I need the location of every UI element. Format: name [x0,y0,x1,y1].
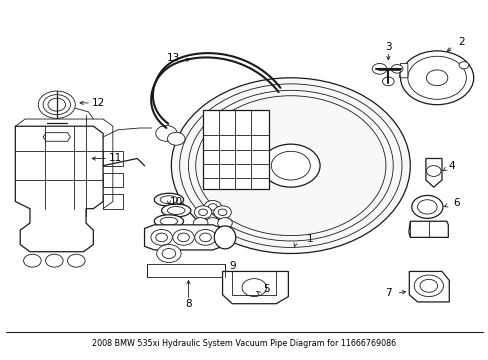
Circle shape [172,229,194,245]
Polygon shape [399,63,407,78]
Circle shape [151,229,172,245]
Ellipse shape [154,193,183,206]
Text: 8: 8 [185,299,191,309]
Circle shape [426,166,440,176]
Circle shape [45,254,63,267]
Ellipse shape [161,204,190,217]
Circle shape [413,275,443,297]
Circle shape [199,233,211,242]
Circle shape [203,201,221,213]
Circle shape [242,279,266,297]
Ellipse shape [160,217,177,225]
Circle shape [271,151,310,180]
Ellipse shape [154,215,183,228]
Circle shape [167,132,184,145]
Circle shape [195,96,385,235]
Circle shape [400,51,473,105]
Circle shape [371,63,386,74]
Text: 2008 BMW 535xi Hydraulic System Vacuum Pipe Diagram for 11666769086: 2008 BMW 535xi Hydraulic System Vacuum P… [92,339,396,348]
Circle shape [426,70,447,86]
Ellipse shape [214,226,235,249]
Ellipse shape [160,196,177,204]
Circle shape [390,64,402,73]
Circle shape [407,56,466,99]
Circle shape [38,91,75,118]
Polygon shape [408,221,447,237]
Circle shape [177,233,189,242]
Text: 11: 11 [108,153,122,163]
Polygon shape [103,151,122,166]
Text: 12: 12 [91,98,104,108]
Polygon shape [15,126,103,252]
Text: 6: 6 [452,198,459,208]
Circle shape [188,90,392,241]
Circle shape [156,126,177,141]
Circle shape [162,248,175,258]
Polygon shape [144,225,222,250]
Circle shape [23,254,41,267]
Circle shape [43,95,70,115]
Text: 10: 10 [169,197,183,207]
Circle shape [411,195,442,219]
Circle shape [194,229,216,245]
Polygon shape [222,271,288,304]
Text: 4: 4 [447,161,454,171]
Circle shape [48,98,65,111]
Polygon shape [43,133,70,141]
Text: 7: 7 [384,288,391,298]
Circle shape [179,84,401,247]
Circle shape [382,77,393,86]
Text: 13: 13 [167,53,180,63]
Circle shape [194,206,211,219]
Circle shape [261,144,320,187]
Text: 5: 5 [263,284,269,294]
Polygon shape [147,264,224,277]
Circle shape [67,254,85,267]
Ellipse shape [167,207,184,215]
Text: 9: 9 [228,261,235,271]
Circle shape [156,233,167,242]
Circle shape [208,204,217,210]
Polygon shape [425,158,441,187]
Polygon shape [408,271,448,302]
Circle shape [157,244,181,262]
Polygon shape [203,110,268,189]
Text: 1: 1 [306,234,313,244]
Circle shape [419,279,437,292]
Circle shape [171,78,409,253]
Circle shape [417,200,436,214]
Circle shape [205,218,220,228]
Circle shape [458,62,468,69]
Circle shape [198,209,207,216]
Polygon shape [103,173,122,187]
Circle shape [193,218,207,228]
Circle shape [218,209,226,216]
Circle shape [217,218,232,228]
Circle shape [213,206,231,219]
Text: 3: 3 [384,42,391,52]
Polygon shape [103,194,122,209]
Text: 2: 2 [457,37,464,47]
